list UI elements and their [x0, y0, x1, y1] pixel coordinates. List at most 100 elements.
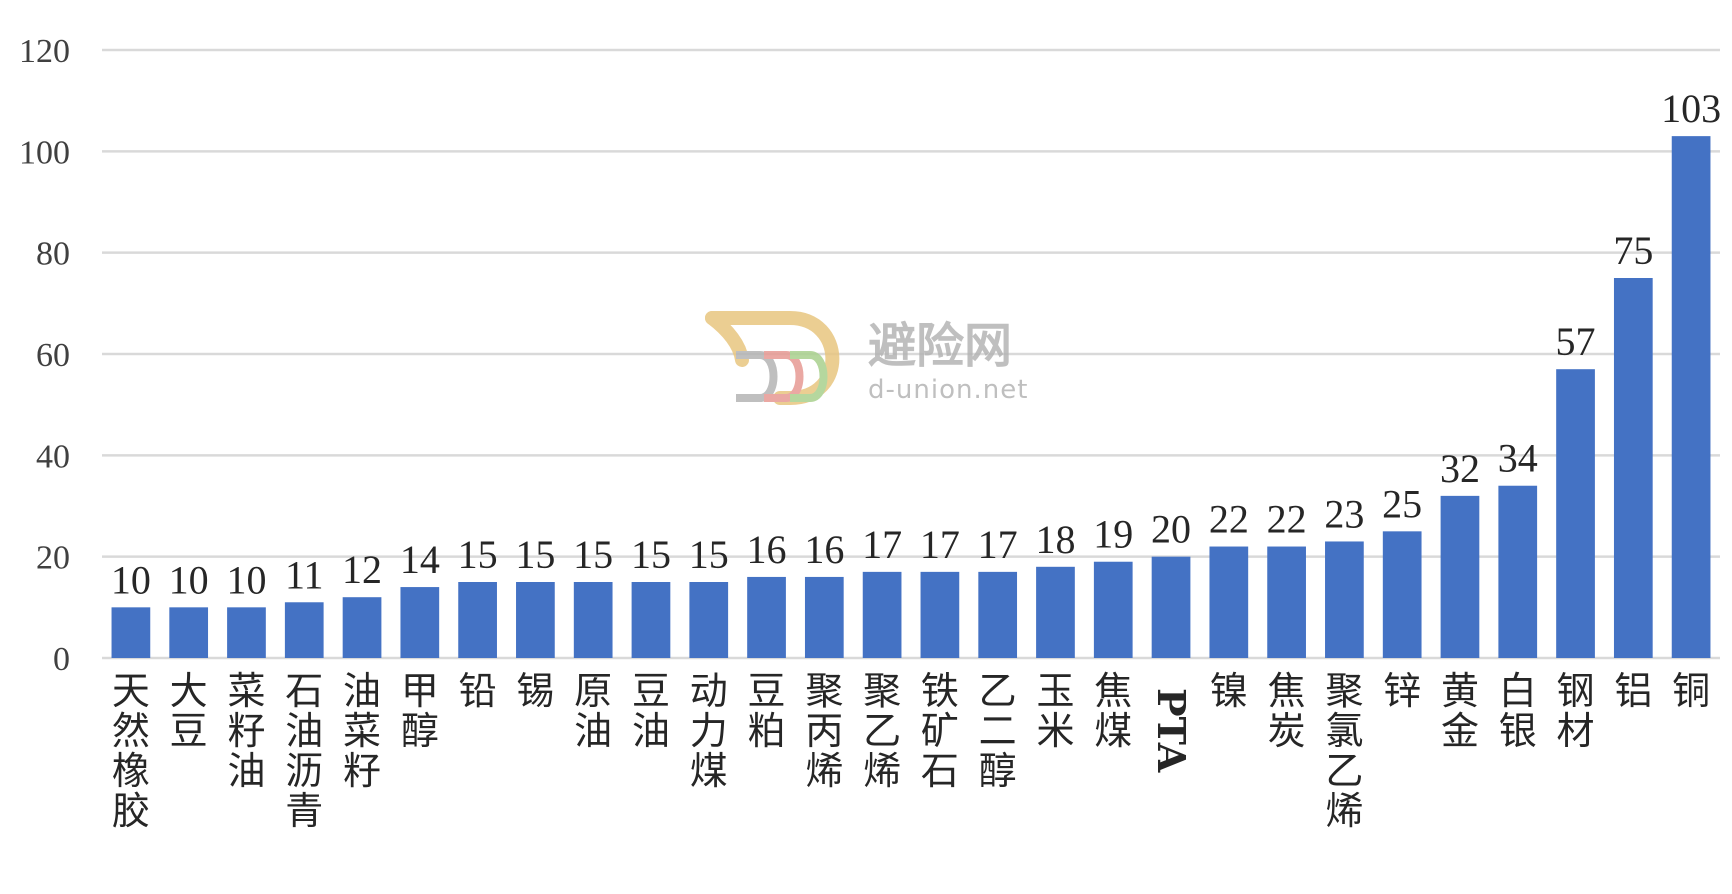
bar [920, 571, 960, 658]
category-char: 黄 [1441, 669, 1479, 713]
category-char: 玉 [1036, 669, 1074, 713]
category-label: 镍 [1210, 669, 1248, 713]
category-char: 醇 [979, 749, 1017, 793]
category-char: 烯 [863, 749, 901, 793]
category-char: 氯 [1325, 709, 1363, 753]
category-char: 乙 [863, 709, 901, 753]
data-label: 34 [1498, 436, 1538, 481]
bar [978, 571, 1018, 658]
category-char: 煤 [690, 749, 728, 793]
bars [111, 136, 1711, 659]
category-label: 甲醇 [401, 669, 439, 753]
category-char: 菜 [227, 669, 265, 713]
watermark-logo: 避险网 d-union.net [705, 311, 1027, 405]
category-char: 聚 [863, 669, 901, 713]
category-label: 铜 [1672, 669, 1710, 713]
category-char: 烯 [805, 749, 843, 793]
bar [342, 597, 382, 658]
category-char: 沥 [285, 749, 323, 793]
data-label: 75 [1613, 228, 1653, 273]
category-char: 油 [632, 709, 670, 753]
data-label: 23 [1324, 491, 1364, 536]
category-char: 烯 [1325, 789, 1363, 833]
data-label: 103 [1661, 86, 1721, 131]
category-label: 玉米 [1036, 669, 1074, 753]
data-label: 12 [342, 547, 382, 592]
category-char: 豆 [632, 669, 670, 713]
category-char: 铝 [1614, 669, 1652, 713]
category-label: 油菜籽 [343, 669, 381, 793]
data-label: 17 [920, 522, 960, 567]
watermark-d-small-2 [764, 351, 804, 402]
data-label: 20 [1151, 507, 1191, 552]
category-char: 醇 [401, 709, 439, 753]
category-label: 黄金 [1441, 669, 1479, 753]
category-label: 铅 [459, 669, 497, 713]
bar [1440, 495, 1480, 658]
data-label: 17 [978, 522, 1018, 567]
category-char: 锌 [1383, 669, 1421, 713]
category-char: 石 [285, 669, 323, 713]
category-label: 豆油 [632, 669, 670, 753]
bar [1267, 546, 1306, 658]
category-label: 聚氯乙烯 [1325, 669, 1363, 833]
category-label: 铁矿石 [921, 669, 959, 793]
watermark-d-small-1 [736, 351, 778, 402]
category-char: 油 [285, 709, 323, 753]
watermark-logo-text: 避险网 [868, 318, 1012, 374]
data-label: 10 [169, 557, 209, 602]
category-label: 锡 [516, 669, 554, 713]
gridlines [102, 48, 1720, 660]
category-label: PTA [1149, 688, 1194, 773]
category-char: 聚 [805, 669, 843, 713]
category-char: 煤 [1094, 709, 1132, 753]
category-char: 原 [574, 669, 612, 713]
category-char: 矿 [921, 709, 959, 753]
category-char: 锡 [516, 669, 554, 713]
bar [227, 607, 266, 658]
category-label: 聚乙烯 [863, 669, 901, 793]
watermark-d-small-3 [790, 351, 828, 402]
category-char: 籽 [343, 749, 381, 793]
data-label: 22 [1267, 497, 1307, 542]
data-label: 18 [1035, 517, 1075, 562]
category-label: 乙二醇 [979, 669, 1017, 793]
y-tick-label: 80 [36, 236, 70, 273]
y-tick-label: 120 [19, 33, 70, 70]
category-char: 大 [170, 669, 208, 713]
category-char: 石 [921, 749, 959, 793]
y-tick-label: 20 [36, 540, 70, 577]
y-tick-label: 40 [36, 438, 70, 475]
category-char: 豆 [748, 669, 786, 713]
category-label: 天然橡胶 [112, 669, 150, 833]
category-label: 原油 [574, 669, 612, 753]
data-label: 17 [862, 522, 902, 567]
category-char: 白 [1499, 669, 1537, 713]
bar [689, 582, 729, 658]
category-char: 焦 [1094, 669, 1132, 713]
category-label: 豆粕 [748, 669, 786, 753]
category-char: 籽 [227, 709, 265, 753]
category-char: 豆 [170, 709, 208, 753]
category-char: 油 [227, 749, 265, 793]
data-label: 16 [804, 527, 844, 572]
data-label: 16 [747, 527, 787, 572]
category-char: 粕 [748, 709, 786, 753]
bar [1151, 556, 1191, 658]
bar [1556, 369, 1595, 658]
category-char: 铅 [459, 669, 497, 713]
bar [169, 607, 209, 658]
bar [573, 582, 613, 658]
data-label: 22 [1209, 497, 1249, 542]
bar [1613, 278, 1653, 658]
data-label: 25 [1382, 481, 1422, 526]
bar [1036, 566, 1075, 658]
category-char: 油 [343, 669, 381, 713]
category-label: 白银 [1499, 669, 1537, 753]
data-label: 15 [458, 532, 498, 577]
category-label: 焦煤 [1094, 669, 1132, 753]
data-label: 15 [573, 532, 613, 577]
category-char: 米 [1036, 709, 1074, 753]
category-label: 铝 [1614, 669, 1652, 713]
